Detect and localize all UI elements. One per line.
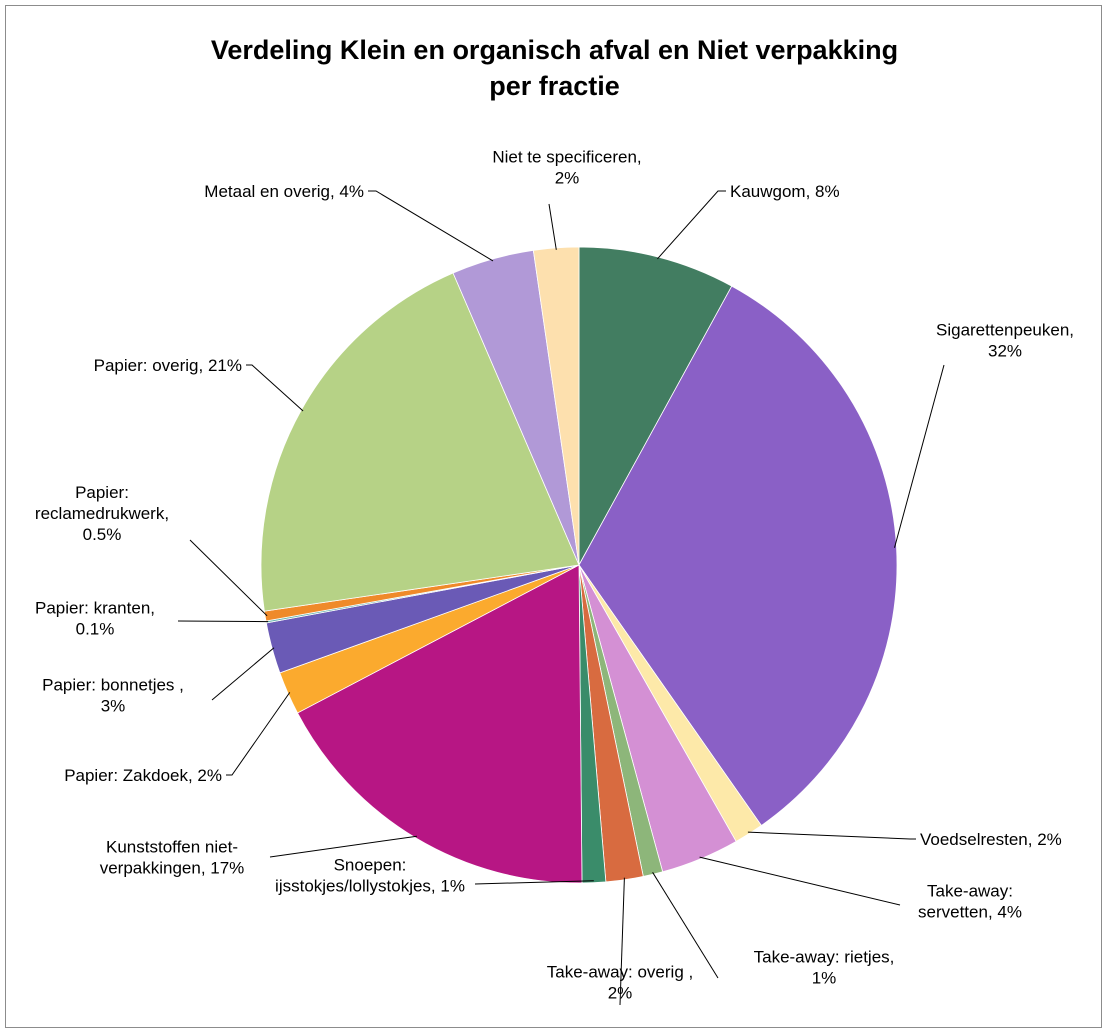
leader-lines xyxy=(177,190,945,1006)
slice-label-line: Papier: bonnetjes , xyxy=(42,676,184,695)
slice-label-line: Sigarettenpeuken, xyxy=(936,321,1074,340)
leader-line-voedselresten xyxy=(747,831,916,840)
leader-line-sigarettenpeuken xyxy=(894,364,945,548)
leader-line-papier-kranten xyxy=(177,620,269,623)
pie-slice-sigarettenpeuken xyxy=(578,285,898,827)
slice-label-line: Papier: xyxy=(75,483,129,502)
slice-label-line: Snoepen: xyxy=(334,856,407,875)
slice-label-line: 2% xyxy=(608,984,633,1003)
slice-label-niet-te-specificeren: Niet te specificeren, 2% xyxy=(492,148,641,188)
slice-label-kauwgom: Kauwgom, 8% xyxy=(730,182,840,201)
chart-title-line-1: Verdeling Klein en organisch afval en Ni… xyxy=(210,35,899,65)
slice-label-take-away-overig: Take-away: overig , 2% xyxy=(547,963,693,1003)
leader-line-kunststoffen-niet-verpakkingen xyxy=(269,835,417,858)
slice-label-metaal-en-overig: Metaal en overig, 4% xyxy=(204,182,364,201)
leader-line-snoepen-ijsstokjes-lollystokjes xyxy=(474,880,594,885)
pie-slices xyxy=(260,246,898,884)
leader-line-papier-zakdoek xyxy=(226,692,291,776)
slice-label-line: 0.1% xyxy=(76,620,115,639)
leader-line-take-away-overig xyxy=(619,877,625,1006)
slice-label-line: Take-away: rietjes, xyxy=(754,948,895,967)
slice-label-line: 2% xyxy=(555,169,580,188)
leader-line-papier-reclamedrukwerk xyxy=(189,539,268,617)
leader-line-take-away-rietjes xyxy=(652,872,719,979)
slice-label-line: Papier: Zakdoek, 2% xyxy=(64,766,222,785)
slice-label-sigarettenpeuken: Sigarettenpeuken, 32% xyxy=(936,321,1074,361)
slice-label-line: verpakkingen, 17% xyxy=(100,859,245,878)
slice-label-papier-kranten: Papier: kranten, 0.1% xyxy=(35,599,155,639)
slice-label-papier-overig: Papier: overig, 21% xyxy=(94,356,242,375)
slice-label-line: Metaal en overig, 4% xyxy=(204,182,364,201)
slice-label-line: Papier: overig, 21% xyxy=(94,356,242,375)
slice-label-line: Niet te specificeren, xyxy=(492,148,641,167)
leader-line-metaal-en-overig xyxy=(368,190,494,262)
slice-label-papier-zakdoek: Papier: Zakdoek, 2% xyxy=(64,766,222,785)
leader-line-papier-bonnetjes xyxy=(211,647,275,701)
slice-label-line: Take-away: overig , xyxy=(547,963,693,982)
slice-label-line: 1% xyxy=(812,969,837,988)
pie-slice-kunststoffen-niet-verpakkingen xyxy=(296,564,583,884)
slice-label-line: ijsstokjes/lollystokjes, 1% xyxy=(275,877,465,896)
leader-line-papier-overig xyxy=(246,364,304,412)
slice-label-snoepen-ijsstokjes-lollystokjes: Snoepen: ijsstokjes/lollystokjes, 1% xyxy=(275,856,465,896)
slice-label-line: Voedselresten, 2% xyxy=(920,830,1062,849)
leader-line-take-away-servetten xyxy=(699,856,901,906)
pie-slice-kauwgom xyxy=(578,246,733,566)
slice-label-take-away-servetten: Take-away: servetten, 4% xyxy=(918,882,1022,922)
chart-title: Verdeling Klein en organisch afval en Ni… xyxy=(0,32,1109,104)
slice-label-line: 32% xyxy=(988,342,1022,361)
slice-label-line: reclamedrukwerk, xyxy=(35,504,169,523)
slice-label-line: Kunststoffen niet- xyxy=(106,838,238,857)
slice-labels: Kauwgom, 8% Sigarettenpeuken, 32% Voedselre… xyxy=(35,148,1074,1003)
slice-label-take-away-rietjes: Take-away: rietjes, 1% xyxy=(754,948,895,988)
slice-label-line: 3% xyxy=(101,697,126,716)
slice-label-line: Take-away: xyxy=(927,882,1013,901)
chart-title-line-2: per fractie xyxy=(489,71,620,101)
slice-label-kunststoffen-niet-verpakkingen: Kunststoffen niet-verpakkingen, 17% xyxy=(100,838,245,878)
slice-label-papier-bonnetjes: Papier: bonnetjes , 3% xyxy=(42,676,184,716)
slice-label-voedselresten: Voedselresten, 2% xyxy=(920,830,1062,849)
slice-label-line: 0.5% xyxy=(83,525,122,544)
slice-label-line: servetten, 4% xyxy=(918,903,1022,922)
leader-line-niet-te-specificeren xyxy=(548,203,557,250)
slice-label-papier-reclamedrukwerk: Papier: reclamedrukwerk, 0.5% xyxy=(35,483,169,544)
leader-line-kauwgom xyxy=(657,190,726,260)
slice-label-line: Papier: kranten, xyxy=(35,599,155,618)
slice-label-line: Kauwgom, 8% xyxy=(730,182,840,201)
